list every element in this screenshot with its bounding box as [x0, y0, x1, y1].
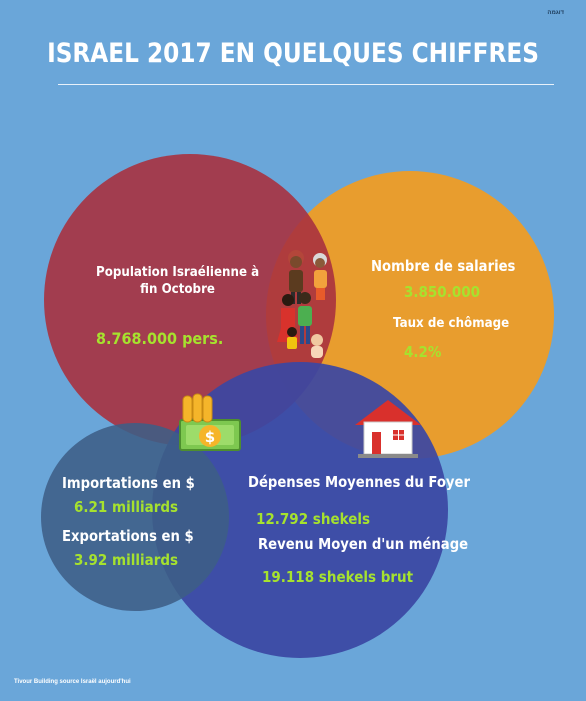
salaries-label: Nombre de salaries	[371, 257, 516, 275]
money-icon: $	[179, 393, 241, 451]
population-label-line1: Population Israélienne à	[96, 264, 260, 280]
spending-label: Dépenses Moyennes du Foyer	[248, 473, 470, 491]
title-divider	[58, 84, 554, 85]
unemployment-value: 4.2%	[404, 343, 442, 361]
imports-value: 6.21 milliards	[74, 498, 179, 516]
income-value: 19.118 shekels brut	[262, 568, 414, 586]
salaries-value: 3.850.000	[404, 283, 481, 301]
page-title: ISRAEL 2017 EN QUELQUES CHIFFRES	[47, 38, 539, 69]
svg-text:$: $	[205, 428, 215, 446]
population-label: Population Israélienne à fin Octobre	[96, 264, 259, 297]
spending-value: 12.792 shekels	[256, 510, 371, 528]
source-credit: Tivour Building source Israël aujourd'hu…	[14, 679, 131, 685]
population-label-line2: fin Octobre	[140, 281, 215, 297]
exports-label: Exportations en $	[62, 527, 194, 545]
unemployment-label: Taux de chômage	[393, 315, 510, 331]
imports-label: Importations en $	[62, 474, 195, 492]
house-icon	[355, 400, 421, 458]
family-icon	[277, 250, 327, 358]
exports-value: 3.92 milliards	[74, 551, 179, 569]
population-value: 8.768.000 pers.	[96, 329, 224, 348]
trade-circle	[41, 423, 229, 611]
corner-mark: דוגמה	[547, 10, 564, 16]
income-label: Revenu Moyen d'un ménage	[258, 535, 469, 553]
